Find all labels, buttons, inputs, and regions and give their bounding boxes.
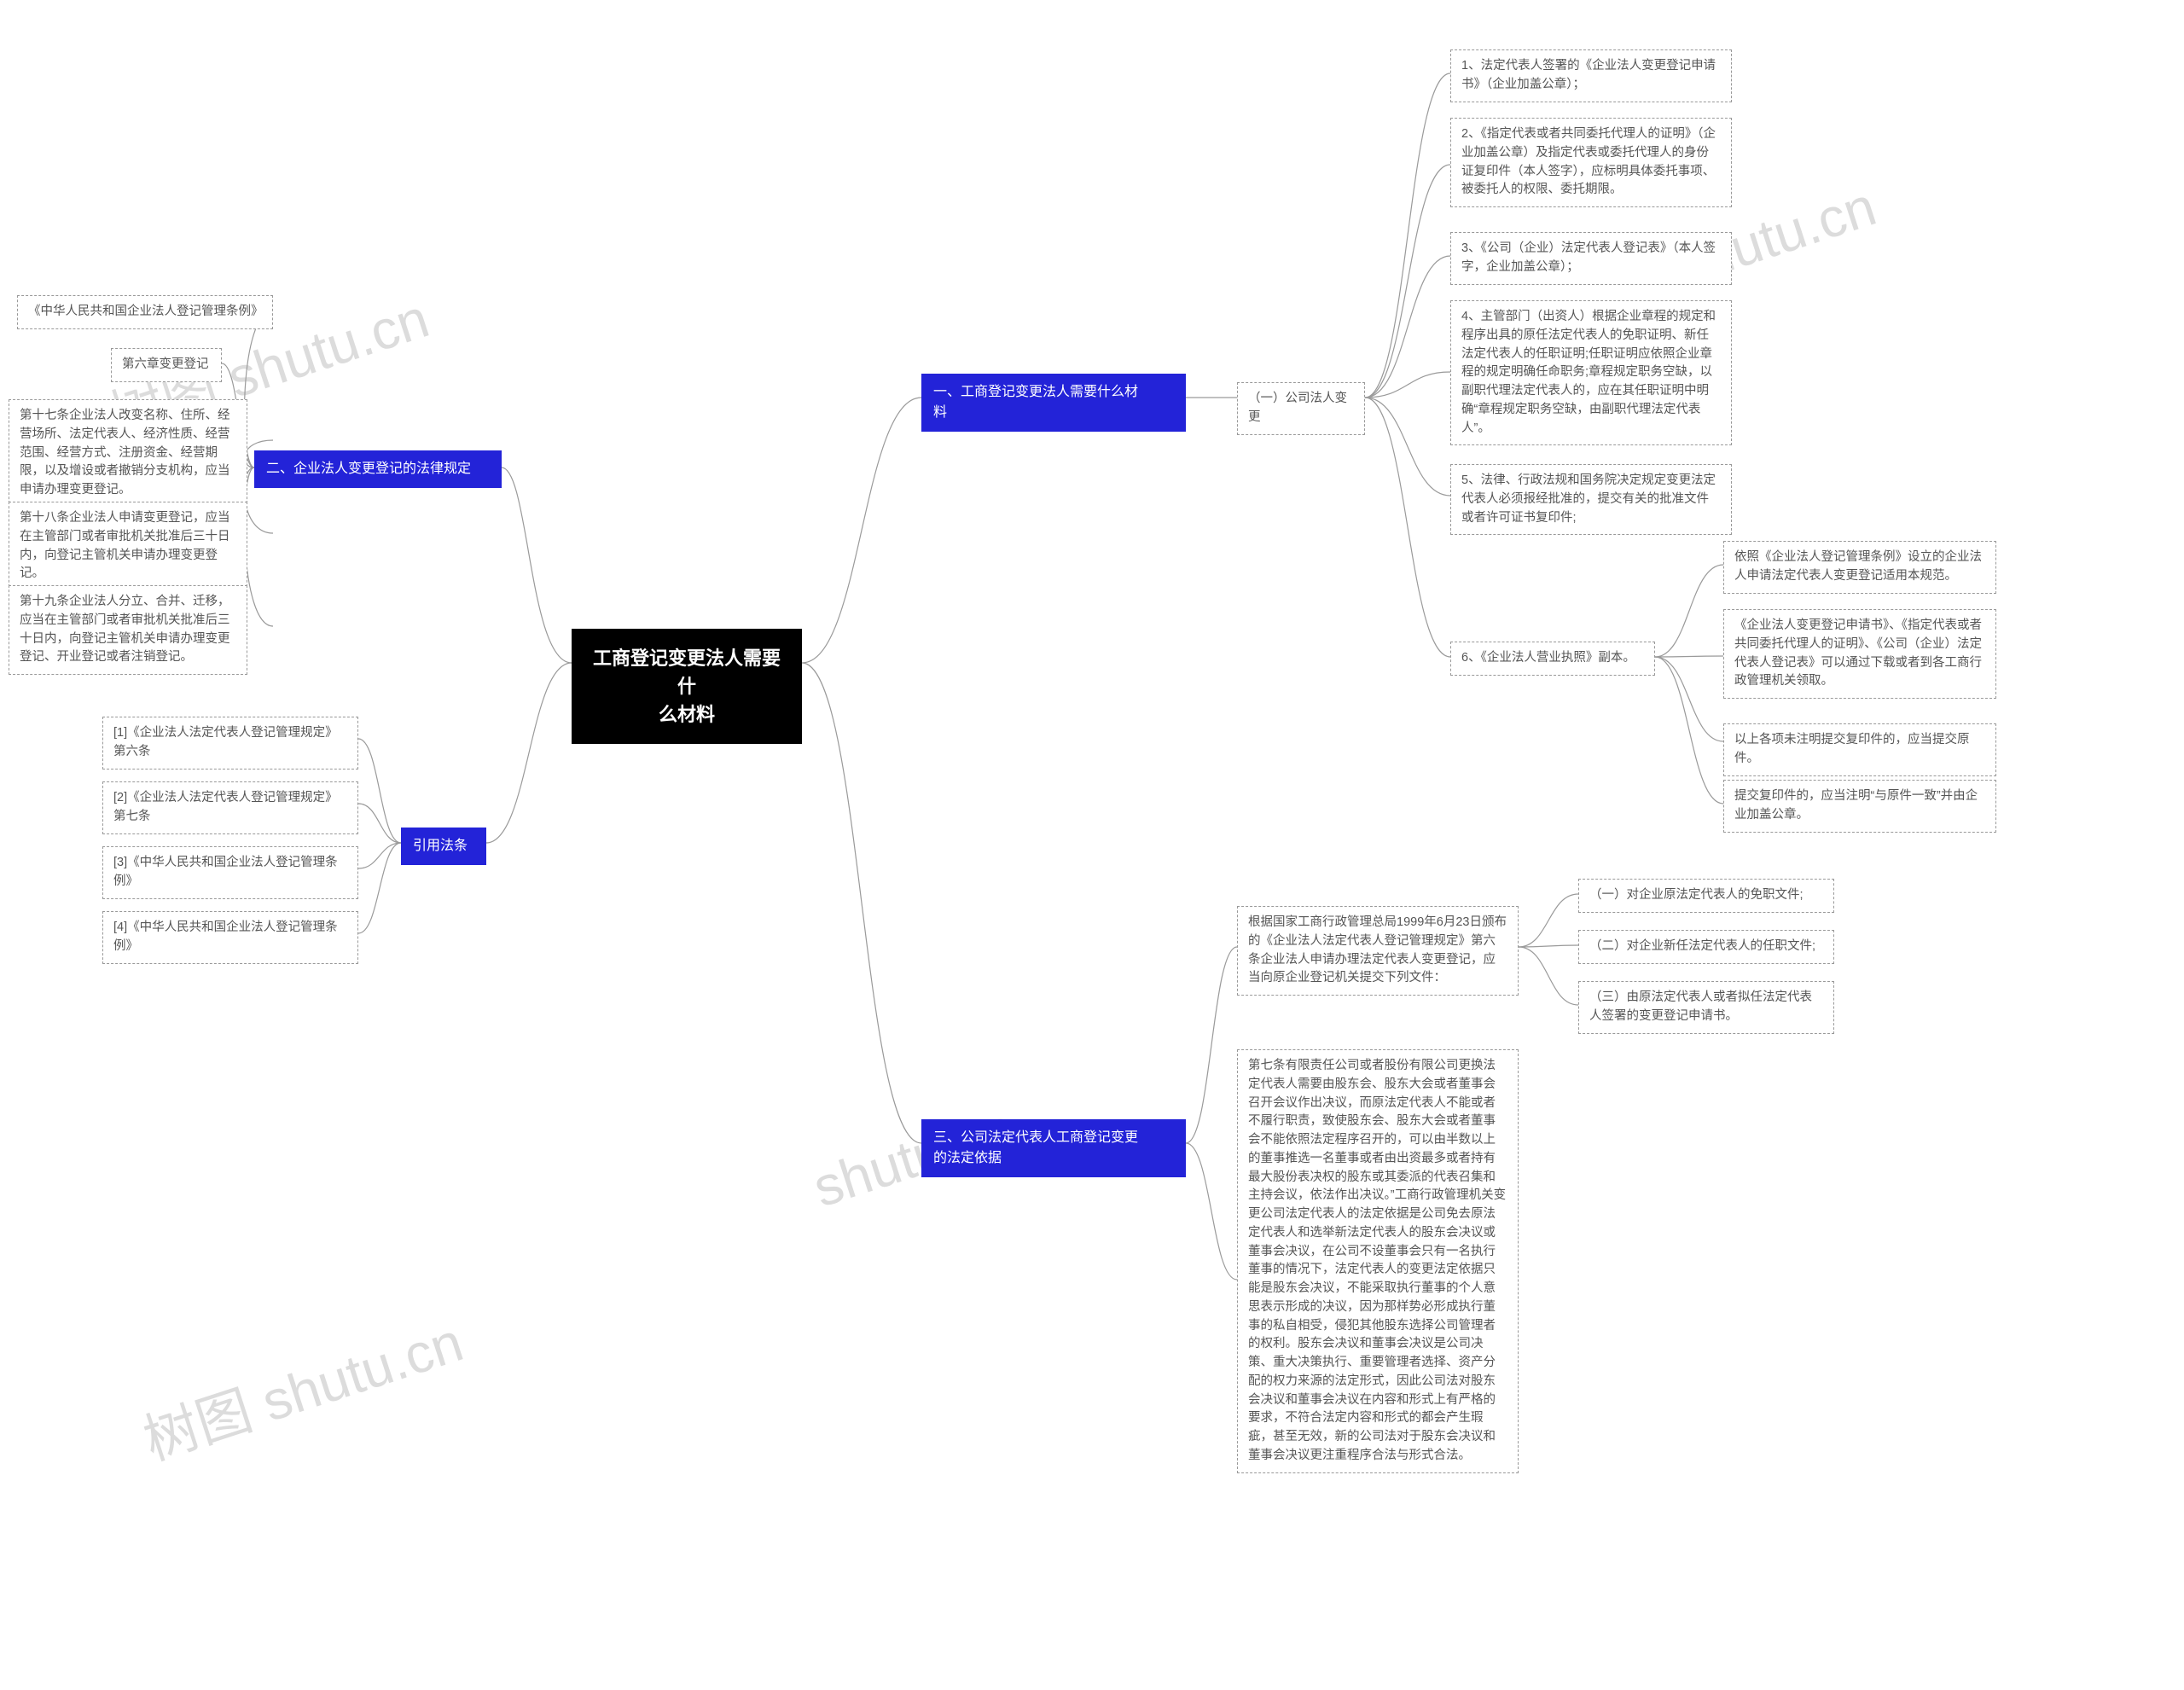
leaf-b1c1f3: 以上各项未注明提交复印件的，应当提交原件。 (1723, 723, 1996, 776)
leaf-b2c3: 第十七条企业法人改变名称、住所、经营场所、法定代表人、经济性质、经营范围、经营方… (9, 399, 247, 508)
leaf-b4c1: [1]《企业法人法定代表人登记管理规定》 第六条 (102, 717, 358, 770)
leaf-b1c1f: 6、《企业法人营业执照》副本。 (1450, 642, 1655, 676)
leaf-b4c4: [4]《中华人民共和国企业法人登记管理条例》 (102, 911, 358, 964)
leaf-b3c2: 第七条有限责任公司或者股份有限公司更换法定代表人需要由股东会、股东大会或者董事会… (1237, 1049, 1519, 1473)
watermark: 树图 shutu.cn (132, 1298, 471, 1475)
leaf-b3c1c: （三）由原法定代表人或者拟任法定代表人签署的变更登记申请书。 (1578, 981, 1834, 1034)
leaf-b2c1: 《中华人民共和国企业法人登记管理条例》 (17, 295, 273, 329)
connector-layer (0, 0, 2184, 1690)
leaf-b3c1b: （二）对企业新任法定代表人的任职文件; (1578, 930, 1834, 964)
branch-1: 一、工商登记变更法人需要什么材 料 (921, 374, 1186, 432)
leaf-b2c4: 第十八条企业法人申请变更登记，应当在主管部门或者审批机关批准后三十日内，向登记主… (9, 502, 247, 591)
leaf-b1c1f1: 依照《企业法人登记管理条例》设立的企业法人申请法定代表人变更登记适用本规范。 (1723, 541, 1996, 594)
root-line2: 么材料 (659, 704, 715, 725)
branch-4: 引用法条 (401, 828, 486, 865)
leaf-b1c1c: 3、《公司（企业）法定代表人登记表》（本人签字，企业加盖公章）； (1450, 232, 1732, 285)
branch-2: 二、企业法人变更登记的法律规定 (254, 450, 502, 488)
leaf-b1c1f4: 提交复印件的，应当注明“与原件一致”并由企业加盖公章。 (1723, 780, 1996, 833)
leaf-b1c1d: 4、主管部门（出资人）根据企业章程的规定和程序出具的原任法定代表人的免职证明、新… (1450, 300, 1732, 445)
leaf-b4c2: [2]《企业法人法定代表人登记管理规定》 第七条 (102, 781, 358, 834)
branch-3: 三、公司法定代表人工商登记变更 的法定依据 (921, 1119, 1186, 1177)
root-line1: 工商登记变更法人需要什 (593, 648, 781, 697)
leaf-b1c1a: 1、法定代表人签署的《企业法人变更登记申请书》（企业加盖公章）； (1450, 49, 1732, 102)
leaf-b3c1a: （一）对企业原法定代表人的免职文件; (1578, 879, 1834, 913)
leaf-b1c1b: 2、《指定代表或者共同委托代理人的证明》（企业加盖公章）及指定代表或委托代理人的… (1450, 118, 1732, 207)
leaf-b2c5: 第十九条企业法人分立、合并、迁移，应当在主管部门或者审批机关批准后三十日内，向登… (9, 585, 247, 675)
root-node: 工商登记变更法人需要什 么材料 (572, 629, 802, 744)
leaf-b2c2: 第六章变更登记 (111, 348, 222, 382)
leaf-b3c1: 根据国家工商行政管理总局1999年6月23日颁布的《企业法人法定代表人登记管理规… (1237, 906, 1519, 996)
branch-1-child-1: （一）公司法人变更 (1237, 382, 1365, 435)
leaf-b1c1e: 5、法律、行政法规和国务院决定规定变更法定代表人必须报经批准的，提交有关的批准文… (1450, 464, 1732, 535)
leaf-b1c1f2: 《企业法人变更登记申请书》、《指定代表或者共同委托代理人的证明》、《公司（企业）… (1723, 609, 1996, 699)
leaf-b4c3: [3]《中华人民共和国企业法人登记管理条例》 (102, 846, 358, 899)
